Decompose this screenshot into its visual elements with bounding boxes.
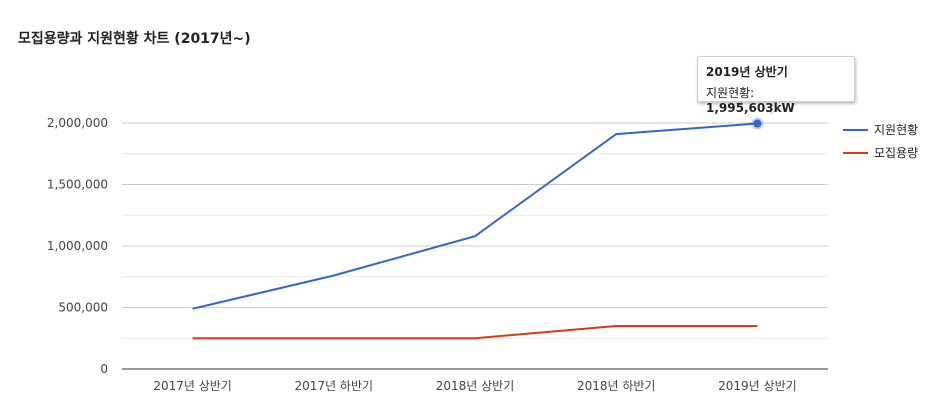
- legend-label: 모집용량: [874, 146, 918, 160]
- legend-label: 지원현황: [874, 123, 918, 137]
- x-tick-label: 2018년 상반기: [436, 379, 515, 393]
- y-tick-label: 1,500,000: [47, 178, 108, 192]
- x-tick-label: 2017년 상반기: [153, 379, 232, 393]
- y-tick-label: 0: [100, 362, 108, 376]
- y-tick-label: 1,000,000: [47, 239, 108, 253]
- highlight-point: [753, 119, 762, 128]
- series-line: [192, 122, 758, 310]
- grid-lines: [122, 122, 828, 370]
- x-tick-label: 2019년 상반기: [718, 379, 797, 393]
- chart-title: 모집용량과 지원현황 차트 (2017년~): [18, 31, 251, 47]
- tooltip-row: 지원현황: 1,995,603kW: [706, 84, 846, 115]
- series-line: [192, 324, 758, 340]
- y-axis: 0 500,000 1,000,000 1,500,000 2,000,000: [47, 116, 108, 376]
- x-axis: 2017년 상반기 2017년 하반기 2018년 상반기 2018년 하반기 2019…: [153, 379, 796, 393]
- y-tick-label: 500,000: [58, 301, 108, 315]
- tooltip-label: 지원현황:: [706, 86, 755, 100]
- tooltip-value: 1,995,603kW: [706, 101, 795, 115]
- y-tick-label: 2,000,000: [47, 116, 108, 130]
- series-lines: [192, 117, 764, 340]
- tooltip: 2019년 상반기 지원현황: 1,995,603kW: [697, 56, 855, 115]
- x-tick-label: 2018년 하반기: [577, 379, 656, 393]
- x-tick-label: 2017년 하반기: [295, 379, 374, 393]
- tooltip-title: 2019년 상반기: [706, 65, 788, 79]
